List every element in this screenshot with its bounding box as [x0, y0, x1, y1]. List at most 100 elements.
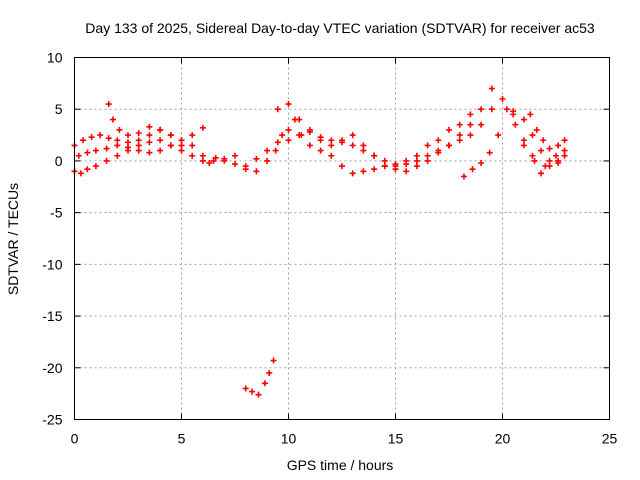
data-point [232, 152, 238, 159]
data-point [371, 152, 378, 159]
plot-frame [74, 57, 610, 420]
data-point [80, 137, 87, 144]
data-point [555, 142, 562, 149]
data-point [157, 147, 164, 154]
data-point [114, 137, 121, 144]
data-point [488, 85, 495, 92]
data-point [328, 152, 335, 159]
data-point [84, 166, 91, 173]
data-point [77, 170, 84, 177]
data-point [92, 163, 99, 170]
data-point [538, 170, 545, 177]
data-point [105, 101, 112, 108]
y-tick-label: 10 [47, 50, 63, 66]
data-point [84, 149, 91, 156]
axis-ticks [74, 57, 610, 420]
data-point [270, 357, 277, 364]
y-tick-label: -20 [42, 360, 62, 376]
data-point [88, 134, 95, 141]
chart-title: Day 133 of 2025, Sidereal Day-to-day VTE… [85, 20, 595, 36]
tick-labels: 0 5 10 15 20 25 -25 -20 -15 -10 -5 0 5 10 [42, 50, 617, 447]
data-point [533, 126, 540, 133]
series-track-a [71, 111, 474, 177]
data-point [555, 159, 562, 166]
series-track-e [242, 357, 277, 398]
data-point [266, 369, 273, 376]
data-point [392, 163, 399, 170]
x-tick-label: 20 [495, 431, 511, 447]
data-point [135, 137, 142, 144]
y-tick-label: -5 [50, 205, 63, 221]
data-point [495, 132, 502, 139]
x-tick-label: 5 [178, 431, 186, 447]
data-point [413, 152, 420, 159]
data-point [478, 159, 485, 166]
data-point [360, 168, 367, 175]
data-point [105, 135, 112, 142]
data-point [285, 126, 292, 133]
data-point [478, 121, 485, 128]
data-point [167, 142, 174, 149]
y-tick-label: 0 [55, 153, 63, 169]
x-tick-label: 25 [602, 431, 618, 447]
data-point [75, 152, 82, 159]
data-point [424, 142, 431, 149]
data-point [135, 147, 142, 154]
data-point [413, 157, 420, 164]
data-point [328, 137, 335, 144]
data-point [381, 157, 388, 164]
series-track-c [75, 95, 559, 175]
data-point [424, 152, 431, 159]
data-point [206, 159, 213, 166]
data-point [456, 137, 463, 144]
data-point [249, 388, 256, 395]
x-tick-label: 0 [71, 431, 79, 447]
data-point [467, 132, 474, 139]
x-tick-label: 15 [388, 431, 404, 447]
data-point [360, 142, 367, 149]
data-point [499, 95, 506, 102]
data-point [527, 111, 534, 118]
data-point [146, 132, 153, 139]
data-point [486, 149, 493, 156]
data-point [546, 163, 553, 170]
data-point [125, 132, 131, 139]
data-point [306, 142, 313, 149]
data-point [520, 142, 527, 149]
data-point [488, 106, 495, 113]
data-point [92, 147, 99, 154]
data-point [253, 168, 260, 175]
y-tick-label: -10 [42, 256, 62, 272]
data-point [435, 137, 442, 144]
data-point [199, 124, 206, 131]
data-point [114, 142, 121, 149]
data-point [381, 163, 388, 170]
data-point [157, 137, 164, 144]
data-point [512, 121, 519, 128]
data-point [296, 132, 303, 139]
series-track-h [527, 111, 568, 152]
data-point [272, 147, 279, 154]
data-point [264, 157, 271, 164]
data-point [146, 149, 153, 156]
data-point [212, 154, 219, 161]
data-point [349, 132, 356, 139]
y-axis-label: SDTVAR / TECUs [5, 183, 21, 295]
data-point [561, 147, 568, 154]
data-point [274, 139, 281, 146]
y-tick-label: -15 [42, 308, 62, 324]
x-tick-label: 10 [281, 431, 297, 447]
data-point [540, 137, 547, 144]
data-point [469, 166, 476, 173]
data-point [178, 142, 185, 149]
data-point [103, 157, 110, 164]
data-point [503, 106, 510, 113]
data-point [279, 132, 286, 139]
x-axis-label: GPS time / hours [287, 457, 394, 473]
data-point [178, 147, 185, 154]
data-point [360, 147, 367, 154]
data-point [157, 126, 164, 133]
data-point [460, 173, 467, 180]
data-point [285, 101, 292, 108]
data-point [561, 137, 568, 144]
